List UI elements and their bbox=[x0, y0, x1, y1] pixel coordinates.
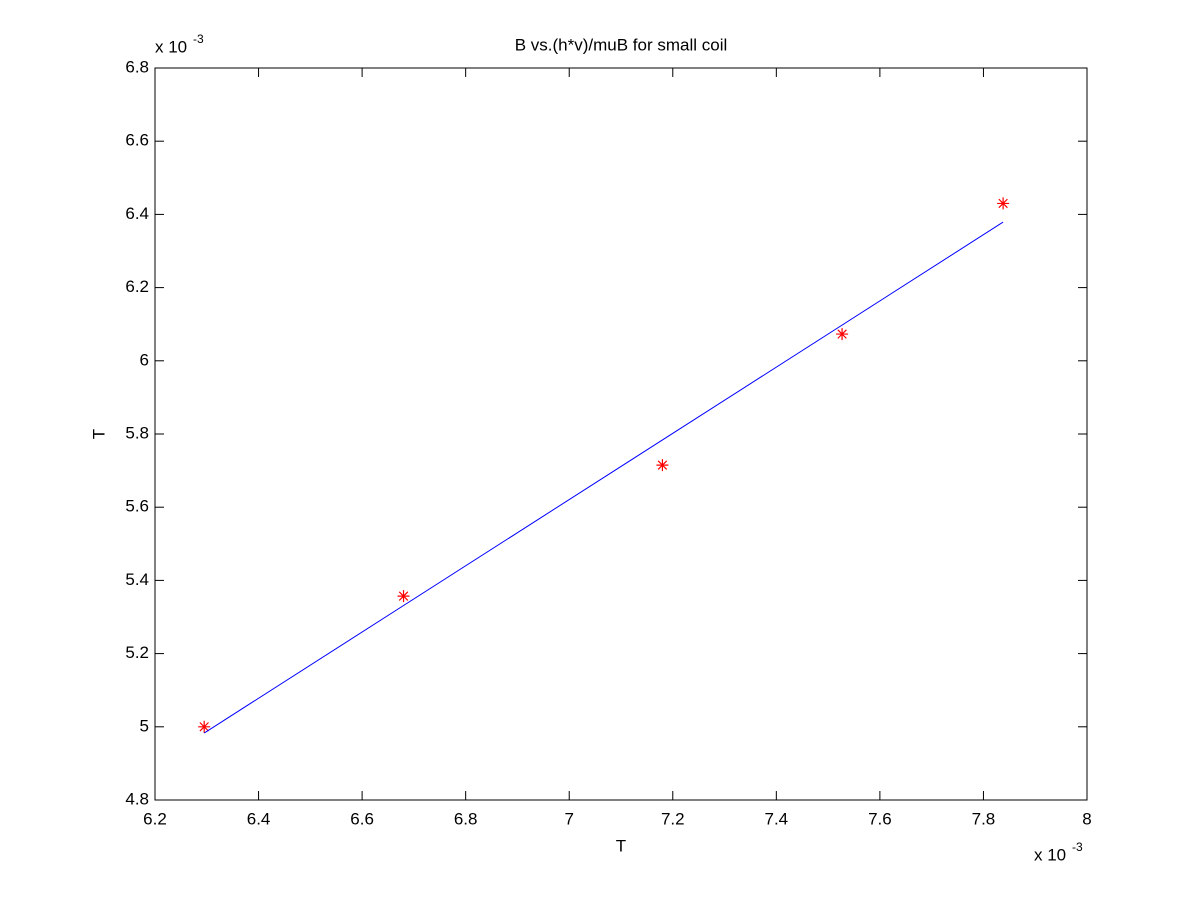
y-tick-label: 6.4 bbox=[125, 204, 149, 223]
data-point bbox=[198, 720, 211, 733]
y-tick-label: 6.6 bbox=[125, 131, 149, 150]
y-tick-label: 5.6 bbox=[125, 497, 149, 516]
y-tick-label: 6.2 bbox=[125, 277, 149, 296]
x-tick-label: 6.8 bbox=[454, 809, 478, 828]
data-point bbox=[997, 197, 1010, 210]
data-point bbox=[836, 328, 849, 341]
x-tick-label: 7.6 bbox=[868, 809, 892, 828]
y-tick-label: 6 bbox=[140, 350, 149, 369]
data-point bbox=[656, 459, 669, 472]
y-axis-label: T bbox=[89, 429, 108, 439]
x-axis-label: T bbox=[616, 836, 626, 855]
fit-line bbox=[203, 221, 1004, 734]
y-multiplier: x 10 bbox=[155, 37, 187, 56]
x-multiplier: x 10 bbox=[1034, 845, 1066, 864]
x-tick-label: 7.8 bbox=[972, 809, 996, 828]
y-tick-label: 5.8 bbox=[125, 423, 149, 442]
y-tick-label: 4.8 bbox=[125, 789, 149, 808]
y-tick-label: 5.4 bbox=[125, 570, 149, 589]
x-tick-label: 7.2 bbox=[661, 809, 685, 828]
y-tick-label: 6.8 bbox=[125, 57, 149, 76]
y-multiplier-exponent: -3 bbox=[193, 32, 204, 46]
x-tick-label: 6.4 bbox=[247, 809, 271, 828]
chart-title: B vs.(h*v)/muB for small coil bbox=[515, 35, 728, 54]
x-tick-label: 7.4 bbox=[765, 809, 789, 828]
data-point bbox=[397, 590, 410, 603]
y-tick-label: 5 bbox=[140, 716, 149, 735]
x-tick-label: 7 bbox=[564, 809, 573, 828]
x-tick-label: 6.2 bbox=[143, 809, 167, 828]
y-tick-label: 5.2 bbox=[125, 643, 149, 662]
x-tick-label: 8 bbox=[1082, 809, 1091, 828]
x-multiplier-exponent: -3 bbox=[1072, 840, 1083, 854]
x-tick-label: 6.6 bbox=[350, 809, 374, 828]
